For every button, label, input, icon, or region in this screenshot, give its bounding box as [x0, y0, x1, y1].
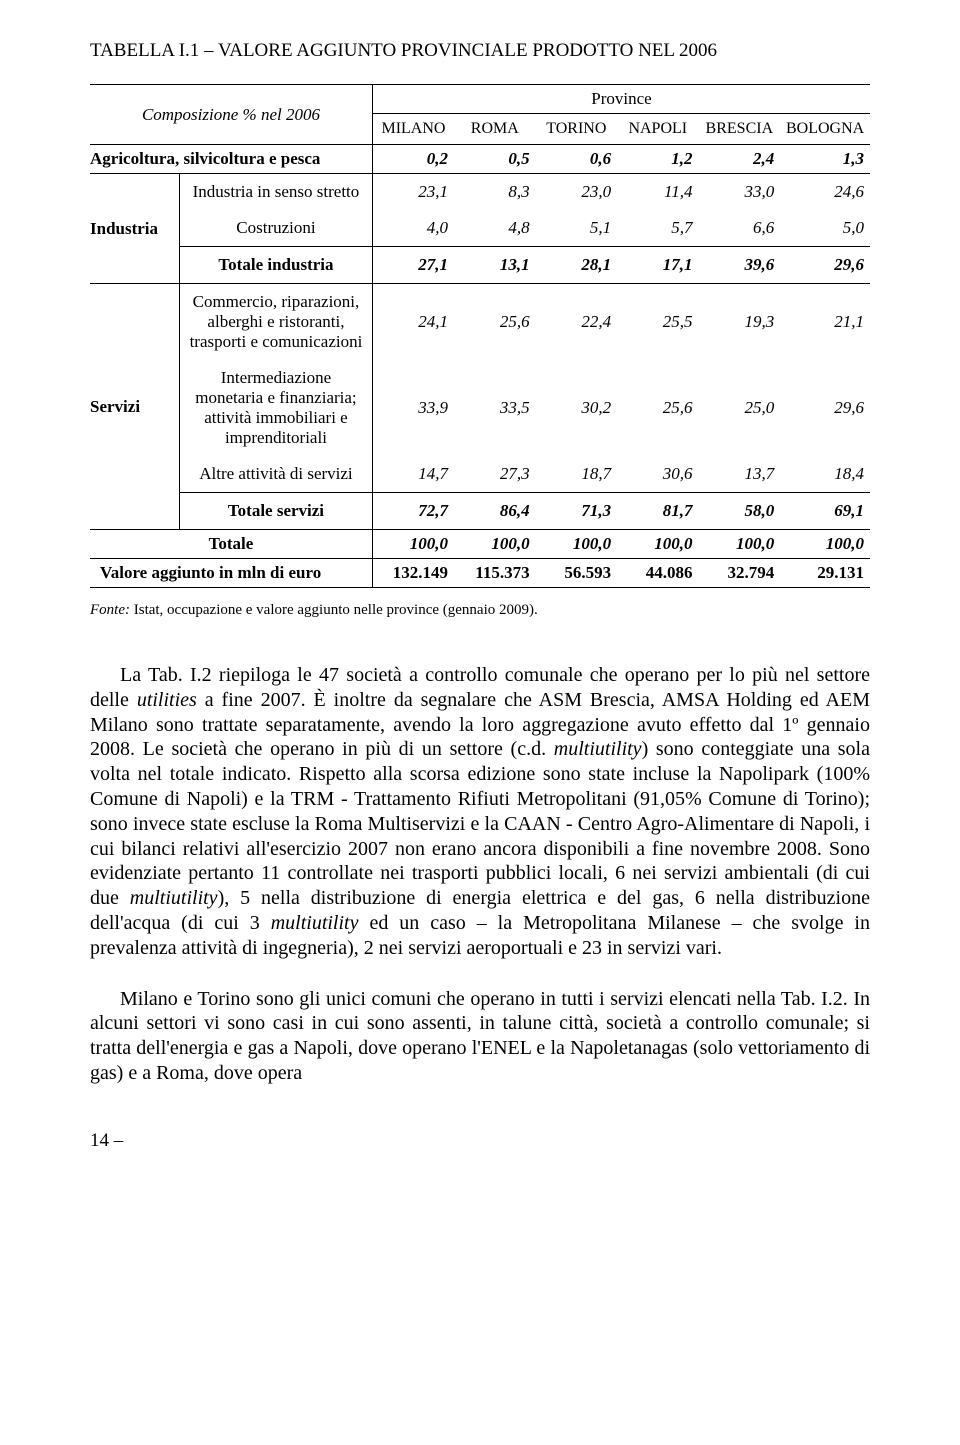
srv-altre-v2: 18,7	[536, 456, 617, 493]
row-mln-label: Valore aggiunto in mln di euro	[90, 559, 372, 588]
srv-altre-v0: 14,7	[372, 456, 454, 493]
ind-costr-v0: 4,0	[372, 210, 454, 247]
p1-c: ) sono conteggiate una sola volta nel to…	[90, 738, 870, 909]
industria-group-label: Industria	[90, 174, 179, 284]
table-title: TABELLA I.1 – VALORE AGGIUNTO PROVINCIAL…	[90, 40, 870, 62]
srv-altre-v1: 27,3	[454, 456, 536, 493]
row-srv-comm-label: Commercio, riparazioni, alberghi e risto…	[179, 284, 372, 361]
row-ind-tot-label: Totale industria	[179, 247, 372, 284]
ind-senso-v3: 11,4	[617, 174, 698, 211]
tot-v4: 100,0	[699, 530, 781, 559]
srv-tot-v0: 72,7	[372, 493, 454, 530]
mln-v4: 32.794	[699, 559, 781, 588]
row-srv-altre-label: Altre attività di servizi	[179, 456, 372, 493]
row-ind-costr-label: Costruzioni	[179, 210, 372, 247]
servizi-group-label: Servizi	[90, 284, 179, 530]
p1-it2: multiutility	[554, 738, 642, 760]
mln-v1: 115.373	[454, 559, 536, 588]
ind-tot-v3: 17,1	[617, 247, 698, 284]
srv-inter-v3: 25,6	[617, 360, 698, 456]
srv-tot-v4: 58,0	[699, 493, 781, 530]
col-napoli: NAPOLI	[617, 114, 698, 145]
col-torino: TORINO	[536, 114, 617, 145]
row-tot-label: Totale	[90, 530, 372, 559]
mln-v3: 44.086	[617, 559, 698, 588]
tot-v1: 100,0	[454, 530, 536, 559]
row-srv-inter-label: Intermediazione monetaria e finanziaria;…	[179, 360, 372, 456]
tot-v0: 100,0	[372, 530, 454, 559]
table-footnote: Fonte: Istat, occupazione e valore aggiu…	[90, 602, 870, 619]
agri-v5: 1,3	[780, 145, 870, 174]
srv-tot-v1: 86,4	[454, 493, 536, 530]
srv-tot-v2: 71,3	[536, 493, 617, 530]
p1-it3: multiutility	[130, 887, 218, 909]
tot-v2: 100,0	[536, 530, 617, 559]
agri-v1: 0,5	[454, 145, 536, 174]
srv-altre-v4: 13,7	[699, 456, 781, 493]
tot-v3: 100,0	[617, 530, 698, 559]
ind-tot-v4: 39,6	[699, 247, 781, 284]
srv-altre-v5: 18,4	[780, 456, 870, 493]
srv-comm-v0: 24,1	[372, 284, 454, 361]
col-roma: ROMA	[454, 114, 536, 145]
ind-tot-v5: 29,6	[780, 247, 870, 284]
ind-costr-v3: 5,7	[617, 210, 698, 247]
p1-it4: multiutility	[271, 912, 359, 934]
page-number: 14 –	[90, 1130, 870, 1152]
ind-tot-v0: 27,1	[372, 247, 454, 284]
mln-v5: 29.131	[780, 559, 870, 588]
row-agri-label: Agricoltura, silvicoltura e pesca	[90, 145, 372, 174]
agri-v2: 0,6	[536, 145, 617, 174]
srv-inter-v1: 33,5	[454, 360, 536, 456]
ind-senso-v4: 33,0	[699, 174, 781, 211]
srv-comm-v1: 25,6	[454, 284, 536, 361]
srv-inter-v2: 30,2	[536, 360, 617, 456]
paragraph-2: Milano e Torino sono gli unici comuni ch…	[90, 987, 870, 1086]
srv-comm-v3: 25,5	[617, 284, 698, 361]
srv-inter-v4: 25,0	[699, 360, 781, 456]
srv-inter-v0: 33,9	[372, 360, 454, 456]
srv-altre-v3: 30,6	[617, 456, 698, 493]
srv-comm-v5: 21,1	[780, 284, 870, 361]
row-ind-senso-label: Industria in senso stretto	[179, 174, 372, 211]
header-composizione: Composizione % nel 2006	[90, 85, 372, 145]
agri-v0: 0,2	[372, 145, 454, 174]
row-srv-tot-label: Totale servizi	[179, 493, 372, 530]
footnote-text: Istat, occupazione e valore aggiunto nel…	[130, 602, 538, 618]
srv-comm-v2: 22,4	[536, 284, 617, 361]
col-bologna: BOLOGNA	[780, 114, 870, 145]
mln-v0: 132.149	[372, 559, 454, 588]
col-milano: MILANO	[372, 114, 454, 145]
col-brescia: BRESCIA	[699, 114, 781, 145]
ind-senso-v5: 24,6	[780, 174, 870, 211]
srv-comm-v4: 19,3	[699, 284, 781, 361]
agri-v3: 1,2	[617, 145, 698, 174]
ind-costr-v1: 4,8	[454, 210, 536, 247]
footnote-label: Fonte:	[90, 602, 130, 618]
ind-tot-v1: 13,1	[454, 247, 536, 284]
srv-tot-v5: 69,1	[780, 493, 870, 530]
header-province: Province	[372, 85, 870, 114]
agri-v4: 2,4	[699, 145, 781, 174]
ind-senso-v0: 23,1	[372, 174, 454, 211]
ind-senso-v2: 23,0	[536, 174, 617, 211]
srv-tot-v3: 81,7	[617, 493, 698, 530]
ind-costr-v2: 5,1	[536, 210, 617, 247]
tot-v5: 100,0	[780, 530, 870, 559]
ind-tot-v2: 28,1	[536, 247, 617, 284]
data-table: Composizione % nel 2006 Province MILANO …	[90, 84, 870, 588]
paragraph-1: La Tab. I.2 riepiloga le 47 società a co…	[90, 663, 870, 961]
ind-senso-v1: 8,3	[454, 174, 536, 211]
p1-it1: utilities	[137, 689, 197, 711]
mln-v2: 56.593	[536, 559, 617, 588]
srv-inter-v5: 29,6	[780, 360, 870, 456]
ind-costr-v4: 6,6	[699, 210, 781, 247]
ind-costr-v5: 5,0	[780, 210, 870, 247]
